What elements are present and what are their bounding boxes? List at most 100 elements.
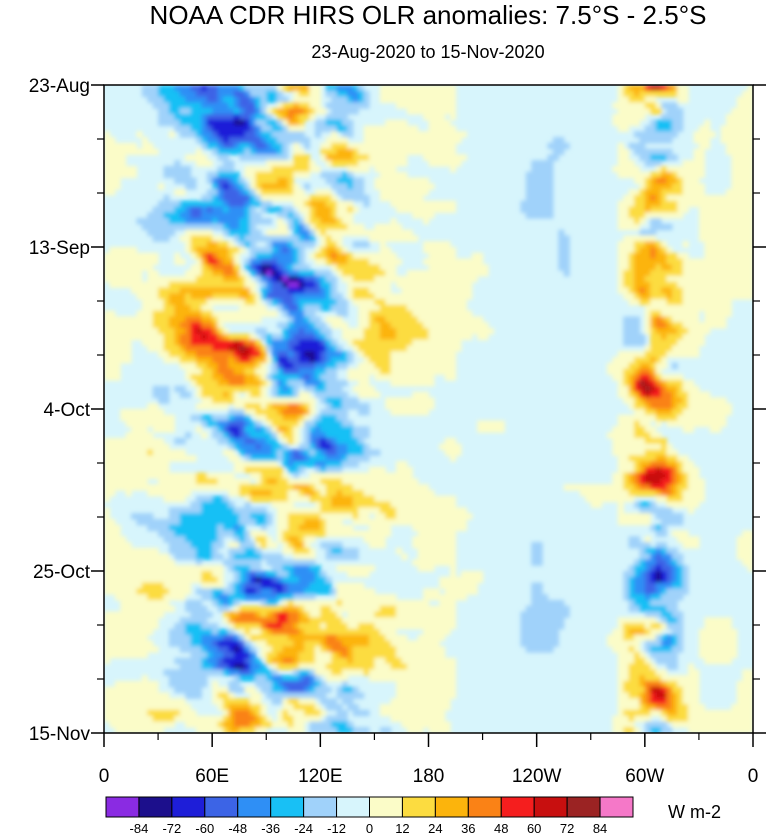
anomaly-cell (325, 90, 332, 98)
anomaly-cell (282, 472, 289, 480)
anomaly-cell (336, 270, 343, 277)
anomaly-cell (114, 623, 121, 630)
anomaly-cell (320, 634, 327, 642)
anomaly-cell (325, 281, 332, 289)
anomaly-cell (250, 530, 257, 537)
anomaly-cell (417, 90, 424, 98)
anomaly-cell (293, 571, 300, 578)
anomaly-cell (201, 374, 208, 381)
anomaly-cell (195, 316, 202, 323)
anomaly-cell (325, 547, 332, 555)
anomaly-cell (347, 704, 354, 711)
anomaly-cell (212, 247, 219, 254)
anomaly-cell (250, 490, 257, 497)
anomaly-cell (341, 223, 348, 231)
anomaly-cell (320, 275, 327, 283)
anomaly-cell (352, 108, 359, 115)
anomaly-cell (298, 206, 305, 213)
anomaly-cell (141, 264, 148, 271)
anomaly-cell (141, 466, 148, 474)
anomaly-cell (298, 611, 305, 618)
anomaly-cell (104, 368, 111, 375)
anomaly-cell (190, 605, 197, 613)
anomaly-cell (298, 304, 305, 312)
anomaly-cell (390, 380, 397, 387)
anomaly-cell (260, 628, 267, 636)
anomaly-cell (260, 536, 267, 543)
anomaly-cell (222, 640, 229, 647)
anomaly-cell (374, 131, 381, 138)
anomaly-cell (152, 565, 159, 572)
anomaly-cell (120, 565, 127, 572)
anomaly-cell (255, 594, 262, 601)
anomaly-cell (120, 455, 127, 462)
anomaly-cell (239, 721, 246, 728)
anomaly-cell (239, 247, 246, 254)
anomaly-cell (363, 409, 370, 416)
anomaly-cell (163, 339, 170, 346)
anomaly-cell (341, 553, 348, 561)
anomaly-cell (168, 345, 175, 352)
anomaly-cell (341, 148, 348, 156)
anomaly-cell (401, 171, 408, 179)
anomaly-cell (125, 628, 132, 636)
anomaly-cell (336, 727, 343, 733)
anomaly-cell (250, 403, 257, 410)
anomaly-cell (363, 241, 370, 248)
anomaly-cell (352, 571, 359, 578)
anomaly-cell (363, 374, 370, 381)
anomaly-cell (244, 461, 251, 468)
anomaly-cell (185, 576, 192, 584)
anomaly-cell (147, 518, 154, 526)
anomaly-cell (260, 715, 267, 723)
anomaly-cell (163, 490, 170, 497)
anomaly-cell (168, 542, 175, 549)
anomaly-cell (298, 160, 305, 167)
anomaly-cell (282, 709, 289, 717)
anomaly-cell (179, 102, 186, 109)
anomaly-cell (222, 177, 229, 184)
anomaly-cell (131, 513, 138, 520)
anomaly-cell (287, 640, 294, 647)
anomaly-cell (271, 206, 278, 213)
anomaly-cell (266, 588, 273, 595)
anomaly-cell (185, 646, 192, 653)
anomaly-cell (260, 721, 267, 728)
anomaly-cell (222, 206, 229, 213)
anomaly-cell (374, 536, 381, 543)
anomaly-cell (325, 432, 332, 439)
anomaly-cell (255, 640, 262, 647)
anomaly-cell (314, 432, 321, 439)
anomaly-cell (271, 605, 278, 613)
anomaly-cell (217, 663, 224, 670)
anomaly-cell (185, 333, 192, 341)
anomaly-cell (244, 518, 251, 526)
anomaly-cell (104, 646, 111, 653)
anomaly-cell (352, 588, 359, 595)
anomaly-cell (260, 466, 267, 474)
anomaly-cell (379, 328, 386, 335)
anomaly-cell (244, 657, 251, 665)
anomaly-cell (114, 553, 121, 561)
anomaly-cell (239, 148, 246, 156)
anomaly-cell (114, 547, 121, 555)
anomaly-cell (250, 356, 257, 364)
anomaly-cell (396, 634, 403, 642)
anomaly-cell (287, 270, 294, 277)
anomaly-cell (195, 200, 202, 208)
anomaly-cell (120, 628, 127, 636)
anomaly-cell (314, 449, 321, 456)
anomaly-cell (331, 513, 338, 520)
anomaly-cell (347, 490, 354, 497)
anomaly-cell (179, 177, 186, 184)
anomaly-cell (277, 686, 284, 694)
anomaly-cell (352, 484, 359, 491)
anomaly-cell (277, 721, 284, 728)
anomaly-cell (190, 345, 197, 352)
anomaly-cell (423, 142, 430, 150)
anomaly-cell (141, 634, 148, 642)
anomaly-cell (131, 252, 138, 260)
anomaly-cell (266, 553, 273, 561)
anomaly-cell (369, 154, 376, 161)
anomaly-cell (341, 663, 348, 670)
